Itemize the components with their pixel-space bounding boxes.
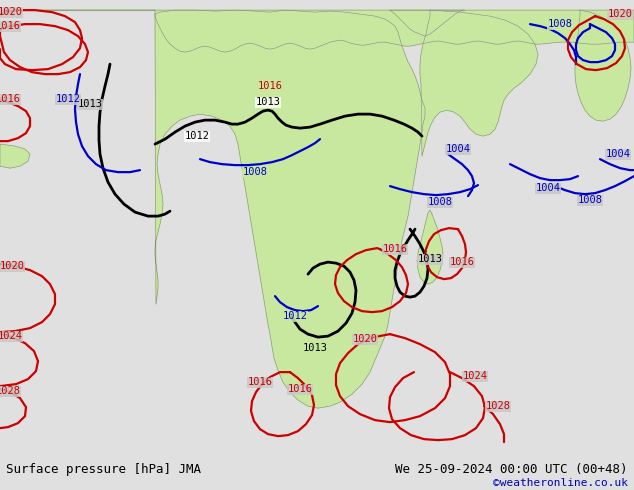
Text: 1012: 1012 — [56, 94, 81, 104]
Text: 1008: 1008 — [548, 19, 573, 29]
Text: 1024: 1024 — [462, 371, 488, 381]
Text: 1020: 1020 — [353, 334, 377, 344]
Text: 1016: 1016 — [0, 21, 20, 31]
Text: 1013: 1013 — [256, 97, 280, 107]
Text: 1013: 1013 — [302, 343, 328, 353]
Text: 1016: 1016 — [0, 94, 20, 104]
Text: 1004: 1004 — [605, 149, 630, 159]
Text: 1024: 1024 — [0, 331, 22, 341]
Text: 1016: 1016 — [382, 244, 408, 254]
Polygon shape — [155, 10, 425, 408]
Text: 1020: 1020 — [0, 261, 25, 271]
Text: 1004: 1004 — [446, 144, 470, 154]
Text: 1016: 1016 — [287, 384, 313, 394]
Text: 1016: 1016 — [257, 81, 283, 91]
Text: We 25-09-2024 00:00 UTC (00+48): We 25-09-2024 00:00 UTC (00+48) — [395, 463, 628, 476]
Text: 1012: 1012 — [184, 131, 209, 141]
Text: ©weatheronline.co.uk: ©weatheronline.co.uk — [493, 478, 628, 488]
Polygon shape — [390, 10, 465, 36]
Text: 1028: 1028 — [0, 386, 20, 396]
Text: 1028: 1028 — [486, 401, 510, 411]
Text: 1008: 1008 — [427, 197, 453, 207]
Text: 1008: 1008 — [242, 167, 268, 177]
Text: 1016: 1016 — [450, 257, 474, 267]
Polygon shape — [420, 10, 538, 156]
Polygon shape — [575, 10, 631, 121]
Text: 1013: 1013 — [77, 99, 103, 109]
Polygon shape — [417, 210, 443, 284]
Text: 1020: 1020 — [0, 7, 22, 17]
Polygon shape — [0, 144, 30, 168]
Text: 1008: 1008 — [578, 195, 602, 205]
Text: 1016: 1016 — [247, 377, 273, 387]
Text: 1004: 1004 — [536, 183, 560, 193]
Polygon shape — [0, 10, 634, 52]
Text: 1020: 1020 — [607, 9, 633, 19]
Text: 1013: 1013 — [418, 254, 443, 264]
Text: Surface pressure [hPa] JMA: Surface pressure [hPa] JMA — [6, 463, 202, 476]
Text: 1012: 1012 — [283, 311, 307, 321]
